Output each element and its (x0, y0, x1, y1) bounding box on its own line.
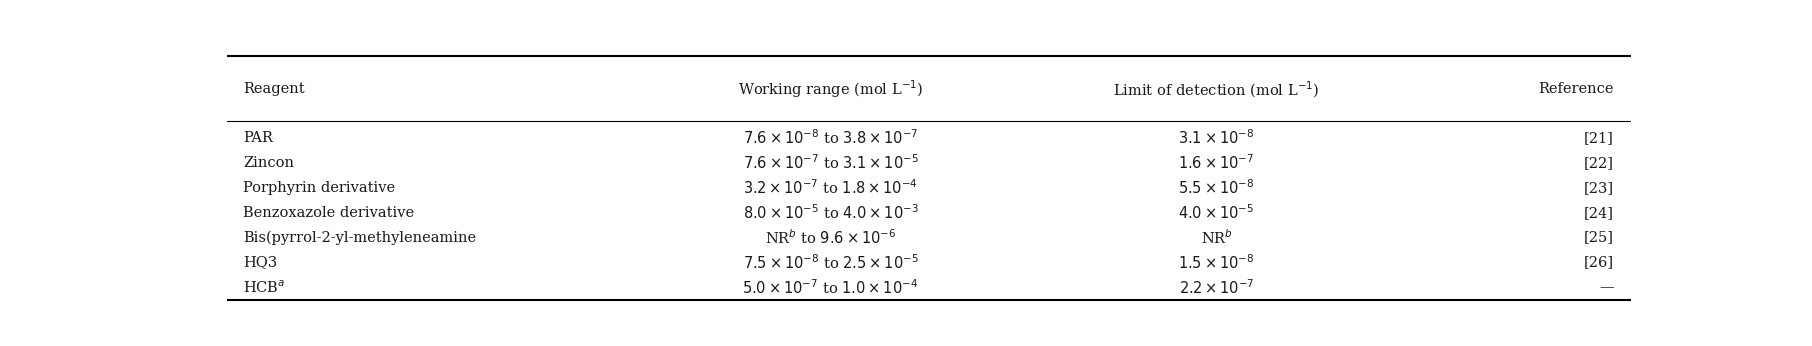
Text: $1.5 \times 10^{-8}$: $1.5 \times 10^{-8}$ (1178, 253, 1254, 272)
Text: $3.2 \times 10^{-7}$ to $1.8 \times 10^{-4}$: $3.2 \times 10^{-7}$ to $1.8 \times 10^{… (743, 179, 917, 197)
Text: $3.1 \times 10^{-8}$: $3.1 \times 10^{-8}$ (1178, 129, 1254, 147)
Text: Bis(pyrrol-2-yl-methyleneamine: Bis(pyrrol-2-yl-methyleneamine (243, 230, 477, 245)
Text: [23]: [23] (1584, 181, 1614, 195)
Text: Limit of detection (mol L$^{-1}$): Limit of detection (mol L$^{-1}$) (1113, 79, 1319, 100)
Text: Reagent: Reagent (243, 82, 304, 97)
Text: $5.0 \times 10^{-7}$ to $1.0 \times 10^{-4}$: $5.0 \times 10^{-7}$ to $1.0 \times 10^{… (743, 278, 919, 297)
Text: [22]: [22] (1584, 156, 1614, 170)
Text: $7.6 \times 10^{-7}$ to $3.1 \times 10^{-5}$: $7.6 \times 10^{-7}$ to $3.1 \times 10^{… (743, 154, 919, 172)
Text: $1.6 \times 10^{-7}$: $1.6 \times 10^{-7}$ (1178, 154, 1254, 172)
Text: $5.5 \times 10^{-8}$: $5.5 \times 10^{-8}$ (1178, 179, 1254, 197)
Text: NR$^{b}$: NR$^{b}$ (1201, 228, 1232, 247)
Text: Reference: Reference (1538, 82, 1614, 97)
Text: NR$^{b}$ to $9.6 \times 10^{-6}$: NR$^{b}$ to $9.6 \times 10^{-6}$ (765, 228, 895, 247)
Text: Porphyrin derivative: Porphyrin derivative (243, 181, 395, 195)
Text: [24]: [24] (1584, 206, 1614, 220)
Text: —: — (1600, 281, 1614, 294)
Text: [21]: [21] (1584, 131, 1614, 145)
Text: PAR: PAR (243, 131, 274, 145)
Text: $7.6 \times 10^{-8}$ to $3.8 \times 10^{-7}$: $7.6 \times 10^{-8}$ to $3.8 \times 10^{… (743, 129, 919, 147)
Text: Benzoxazole derivative: Benzoxazole derivative (243, 206, 415, 220)
Text: Working range (mol L$^{-1}$): Working range (mol L$^{-1}$) (737, 79, 922, 100)
Text: Zincon: Zincon (243, 156, 294, 170)
Text: $8.0 \times 10^{-5}$ to $4.0 \times 10^{-3}$: $8.0 \times 10^{-5}$ to $4.0 \times 10^{… (743, 203, 919, 222)
Text: $7.5 \times 10^{-8}$ to $2.5 \times 10^{-5}$: $7.5 \times 10^{-8}$ to $2.5 \times 10^{… (743, 253, 919, 272)
Text: HQ3: HQ3 (243, 256, 277, 270)
Text: $2.2 \times 10^{-7}$: $2.2 \times 10^{-7}$ (1180, 278, 1254, 297)
Text: $4.0 \times 10^{-5}$: $4.0 \times 10^{-5}$ (1178, 203, 1254, 222)
Text: [25]: [25] (1584, 231, 1614, 245)
Text: [26]: [26] (1584, 256, 1614, 270)
Text: HCB$^{a}$: HCB$^{a}$ (243, 279, 286, 296)
